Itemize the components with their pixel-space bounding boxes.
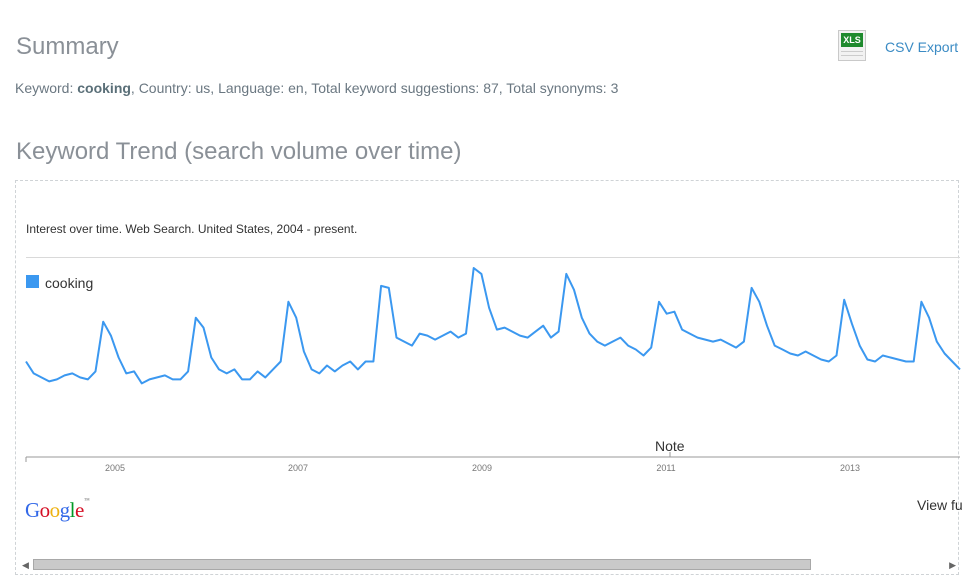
google-letter-4: g bbox=[59, 498, 71, 522]
x-tick-label: 2009 bbox=[472, 463, 492, 473]
horizontal-scrollbar[interactable]: ◀ ▶ bbox=[22, 558, 956, 572]
view-full-link[interactable]: View fu bbox=[917, 497, 963, 513]
google-logo: Google™ bbox=[25, 498, 90, 523]
scroll-left-icon[interactable]: ◀ bbox=[22, 560, 29, 570]
google-letter-1: G bbox=[25, 498, 40, 522]
scroll-right-icon[interactable]: ▶ bbox=[949, 560, 956, 570]
google-letter-3: o bbox=[49, 498, 61, 522]
xls-file-icon[interactable]: XLS bbox=[838, 30, 866, 61]
summary-title: Summary bbox=[16, 33, 119, 60]
chart-divider bbox=[26, 257, 960, 258]
xls-icon-line bbox=[841, 51, 863, 52]
x-tick-label: 2005 bbox=[105, 463, 125, 473]
chart-subtitle: Interest over time. Web Search. United S… bbox=[26, 222, 358, 236]
keyword-value: cooking bbox=[77, 80, 131, 96]
x-tick-label: 2007 bbox=[288, 463, 308, 473]
xls-icon-label: XLS bbox=[841, 33, 863, 47]
csv-export-link[interactable]: CSV Export bbox=[885, 39, 959, 55]
google-tm: ™ bbox=[83, 498, 90, 504]
google-letter-2: o bbox=[39, 498, 51, 522]
trend-chart-panel bbox=[15, 180, 959, 575]
summary-details-text: , Country: us, Language: en, Total keywo… bbox=[130, 80, 619, 96]
x-tick-label: 2013 bbox=[840, 463, 860, 473]
chart-note[interactable]: Note bbox=[655, 438, 685, 454]
legend-swatch-cooking bbox=[26, 275, 39, 288]
keyword-trend-title: Keyword Trend (search volume over time) bbox=[16, 138, 462, 165]
legend-label-cooking: cooking bbox=[45, 275, 94, 291]
series-line-cooking bbox=[25, 267, 961, 385]
x-tick-label: 2011 bbox=[656, 463, 675, 473]
keyword-prefix: Keyword: bbox=[15, 80, 78, 96]
google-letter-6: e bbox=[75, 498, 84, 522]
summary-details: Keyword: cooking, Country: us, Language:… bbox=[15, 80, 618, 96]
xls-icon-line bbox=[841, 55, 863, 56]
scroll-thumb[interactable] bbox=[33, 559, 811, 570]
google-letter-5: l bbox=[69, 498, 76, 522]
